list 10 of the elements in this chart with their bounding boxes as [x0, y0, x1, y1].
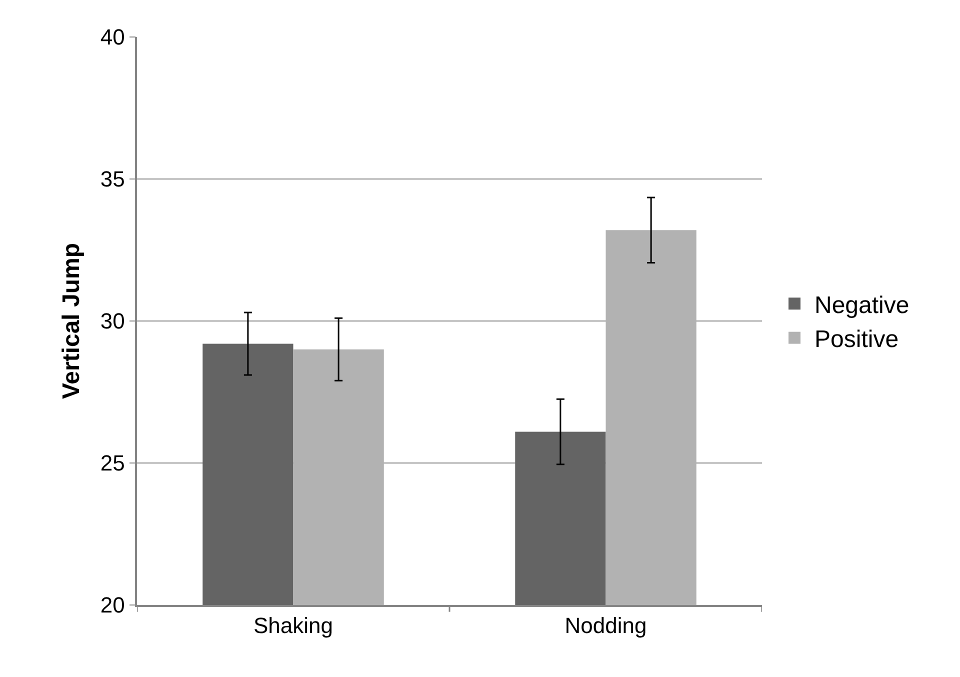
y-tick-label: 25 [100, 450, 125, 476]
legend-label: Negative [814, 292, 910, 319]
x-tick-label: Shaking [253, 613, 334, 638]
y-tick-label: 20 [100, 592, 125, 618]
x-tick-label: Nodding [564, 613, 647, 638]
legend-label: Positive [814, 326, 899, 354]
y-tick-label: 30 [100, 308, 125, 334]
y-tick-label: 35 [100, 166, 125, 192]
y-axis-title: Vertical Jump [58, 242, 85, 400]
y-tick-label: 40 [100, 24, 125, 50]
